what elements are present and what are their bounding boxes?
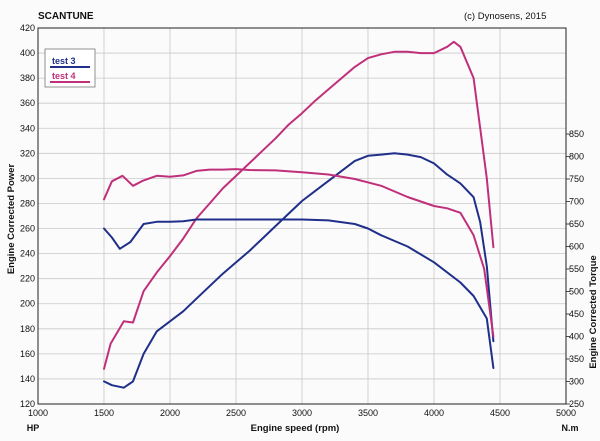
y-left-tick-label-340: 340 — [20, 123, 35, 133]
y-right-tick-label-450: 450 — [569, 309, 584, 319]
y-right-tick-label-550: 550 — [569, 264, 584, 274]
y-right-tick-label-400: 400 — [569, 332, 584, 342]
series-test-3-torque — [103, 218, 495, 369]
y-right-tick-label-600: 600 — [569, 242, 584, 252]
legend-label-test-3: test 3 — [52, 56, 76, 66]
plot-frame — [37, 27, 567, 405]
y-left-tick-label-120: 120 — [20, 399, 35, 409]
plot-border — [37, 27, 567, 405]
x-tick-label-4000: 4000 — [424, 408, 444, 418]
x-tick-label-5000: 5000 — [556, 408, 576, 418]
chart-grid — [37, 27, 567, 405]
series-layer — [103, 40, 495, 389]
y-right-tick-label-850: 850 — [569, 129, 584, 139]
series-test-3-power — [103, 152, 495, 389]
x-tick-label-2500: 2500 — [226, 408, 246, 418]
y-right-tick-label-700: 700 — [569, 197, 584, 207]
y-left-tick-label-360: 360 — [20, 98, 35, 108]
axis-layer: 1000 1500 2000 2500 3000 3500 4000 4500 5000 120 1… — [20, 23, 584, 418]
y-left-tick-label-240: 240 — [20, 249, 35, 259]
y-left-tick-label-420: 420 — [20, 23, 35, 33]
y-left-tick-label-380: 380 — [20, 73, 35, 83]
x-tick-label-2000: 2000 — [160, 408, 180, 418]
y-right-tick-label-750: 750 — [569, 174, 584, 184]
y-left-tick-label-180: 180 — [20, 324, 35, 334]
y-right-tick-label-250: 250 — [569, 399, 584, 409]
y-axis-label-left: Engine Corrected Power — [6, 164, 17, 275]
series-test-4-power — [103, 40, 495, 370]
x-axis-label: Engine speed (rpm) — [251, 423, 340, 434]
y-left-tick-label-400: 400 — [20, 48, 35, 58]
y-left-tick-label-160: 160 — [20, 349, 35, 359]
x-tick-label-3500: 3500 — [358, 408, 378, 418]
y-right-tick-label-350: 350 — [569, 354, 584, 364]
x-tick-label-4500: 4500 — [490, 408, 510, 418]
legend-label-test-4: test 4 — [52, 71, 76, 81]
y-left-tick-label-140: 140 — [20, 374, 35, 384]
y-right-tick-label-800: 800 — [569, 152, 584, 162]
y-right-tick-label-650: 650 — [569, 219, 584, 229]
x-tick-label-1500: 1500 — [94, 408, 114, 418]
y-left-tick-label-200: 200 — [20, 299, 35, 309]
y-left-tick-label-280: 280 — [20, 198, 35, 208]
x-tick-label-1000: 1000 — [28, 408, 48, 418]
report-brand: SCANTUNE — [38, 11, 94, 22]
y-left-tick-label-300: 300 — [20, 173, 35, 183]
y-left-tick-label-220: 220 — [20, 274, 35, 284]
y-left-tick-label-260: 260 — [20, 224, 35, 234]
x-tick-label-3000: 3000 — [292, 408, 312, 418]
y-right-tick-label-300: 300 — [569, 377, 584, 387]
report-copyright: (c) Dynosens, 2015 — [464, 11, 547, 22]
right-unit-label: N.m — [561, 423, 578, 433]
chart-legend: test 3 test 4 — [44, 48, 96, 88]
y-right-tick-label-500: 500 — [569, 287, 584, 297]
left-unit-label: HP — [27, 423, 40, 433]
y-axis-label-right: Engine Corrected Torque — [588, 255, 599, 368]
y-left-tick-label-320: 320 — [20, 148, 35, 158]
series-test-4-torque — [103, 168, 495, 338]
